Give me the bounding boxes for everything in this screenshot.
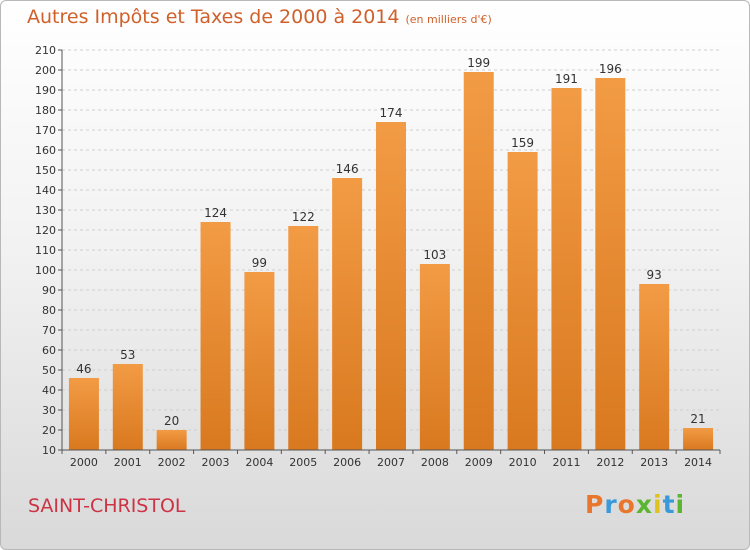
y-tick-label: 140 [35, 184, 56, 197]
data-label: 199 [467, 56, 490, 70]
x-tick-label: 2000 [70, 456, 98, 469]
x-axis: 2000 2001 2002 2003 2004 2005 2006 2007 2008 2009… [61, 449, 721, 469]
x-tick-label: 2008 [421, 456, 449, 469]
x-tick-label: 2004 [245, 456, 273, 469]
data-label: 159 [511, 136, 534, 150]
bar [419, 264, 450, 450]
logo-letter: o [617, 490, 636, 519]
logo-letter: i [653, 490, 663, 519]
data-label: 196 [599, 62, 622, 76]
y-tick-label: 80 [42, 304, 56, 317]
y-tick-label: 210 [35, 44, 56, 57]
y-tick-label: 120 [35, 224, 56, 237]
bars: 46 53 20 124 99 122 146 174 103 199 159 191 196 93 21 [68, 56, 714, 450]
data-label: 174 [380, 106, 403, 120]
y-tick-label: 60 [42, 344, 56, 357]
bar [683, 428, 714, 450]
y-tick-label: 170 [35, 124, 56, 137]
data-label: 122 [292, 210, 315, 224]
y-tick-label: 30 [42, 404, 56, 417]
y-tick-label: 40 [42, 384, 56, 397]
x-tick-label: 2010 [509, 456, 537, 469]
logo-letter: i [675, 490, 686, 519]
x-tick-label: 2009 [465, 456, 493, 469]
logo-letter: t [662, 490, 676, 519]
y-tick-label: 10 [42, 444, 56, 457]
bar [200, 222, 231, 450]
x-tick-label: 2006 [333, 456, 361, 469]
data-label: 93 [647, 268, 662, 282]
data-label: 103 [423, 248, 446, 262]
bar [376, 122, 406, 450]
logo-letter: P [585, 490, 605, 519]
data-label: 21 [690, 412, 705, 426]
y-tick-label: 180 [35, 104, 56, 117]
x-tick-label: 2012 [596, 456, 624, 469]
data-label: 46 [76, 362, 91, 376]
y-tick-label: 200 [35, 64, 56, 77]
bar [332, 178, 363, 450]
x-tick-label: 2011 [552, 456, 580, 469]
bar [288, 226, 319, 450]
x-tick-label: 2003 [202, 456, 230, 469]
bar [156, 430, 187, 450]
bar [595, 78, 626, 450]
x-tick-label: 2014 [684, 456, 712, 469]
commune-name: SAINT-CHRISTOL [28, 495, 186, 517]
bar [112, 364, 143, 450]
chart-title: Autres Impôts et Taxes de 2000 à 2014 (en… [27, 6, 492, 28]
data-label: 99 [252, 256, 267, 270]
data-label: 124 [204, 206, 227, 220]
y-tick-label: 190 [35, 84, 56, 97]
logo-letter: x [635, 490, 653, 519]
logo-letter: r [604, 490, 618, 519]
data-label: 53 [120, 348, 135, 362]
proxiti-logo: Proxiti [585, 490, 685, 519]
x-tick-label: 2013 [640, 456, 668, 469]
y-tick-label: 130 [35, 204, 56, 217]
bar [639, 284, 670, 450]
x-tick-label: 2001 [114, 456, 142, 469]
y-tick-label: 90 [42, 284, 56, 297]
bar [68, 378, 99, 450]
y-tick-label: 50 [42, 364, 56, 377]
y-axis: 10 20 30 40 50 60 70 80 90 100 110 120 130 140 150 160 1… [35, 44, 63, 457]
bar [551, 88, 582, 450]
data-label: 20 [164, 414, 179, 428]
y-tick-label: 20 [42, 424, 56, 437]
bar [463, 72, 494, 450]
data-label: 191 [555, 72, 578, 86]
y-tick-label: 70 [42, 324, 56, 337]
x-tick-label: 2005 [289, 456, 317, 469]
title-text: Autres Impôts et Taxes de 2000 à 2014 [27, 6, 400, 28]
x-tick-label: 2007 [377, 456, 405, 469]
y-tick-label: 160 [35, 144, 56, 157]
bar [507, 152, 538, 450]
y-tick-label: 100 [35, 264, 56, 277]
bar [244, 272, 275, 450]
y-tick-label: 110 [35, 244, 56, 257]
x-tick-label: 2002 [158, 456, 186, 469]
unit-note: (en milliers d'€) [405, 13, 492, 26]
y-tick-label: 150 [35, 164, 56, 177]
data-label: 146 [336, 162, 359, 176]
